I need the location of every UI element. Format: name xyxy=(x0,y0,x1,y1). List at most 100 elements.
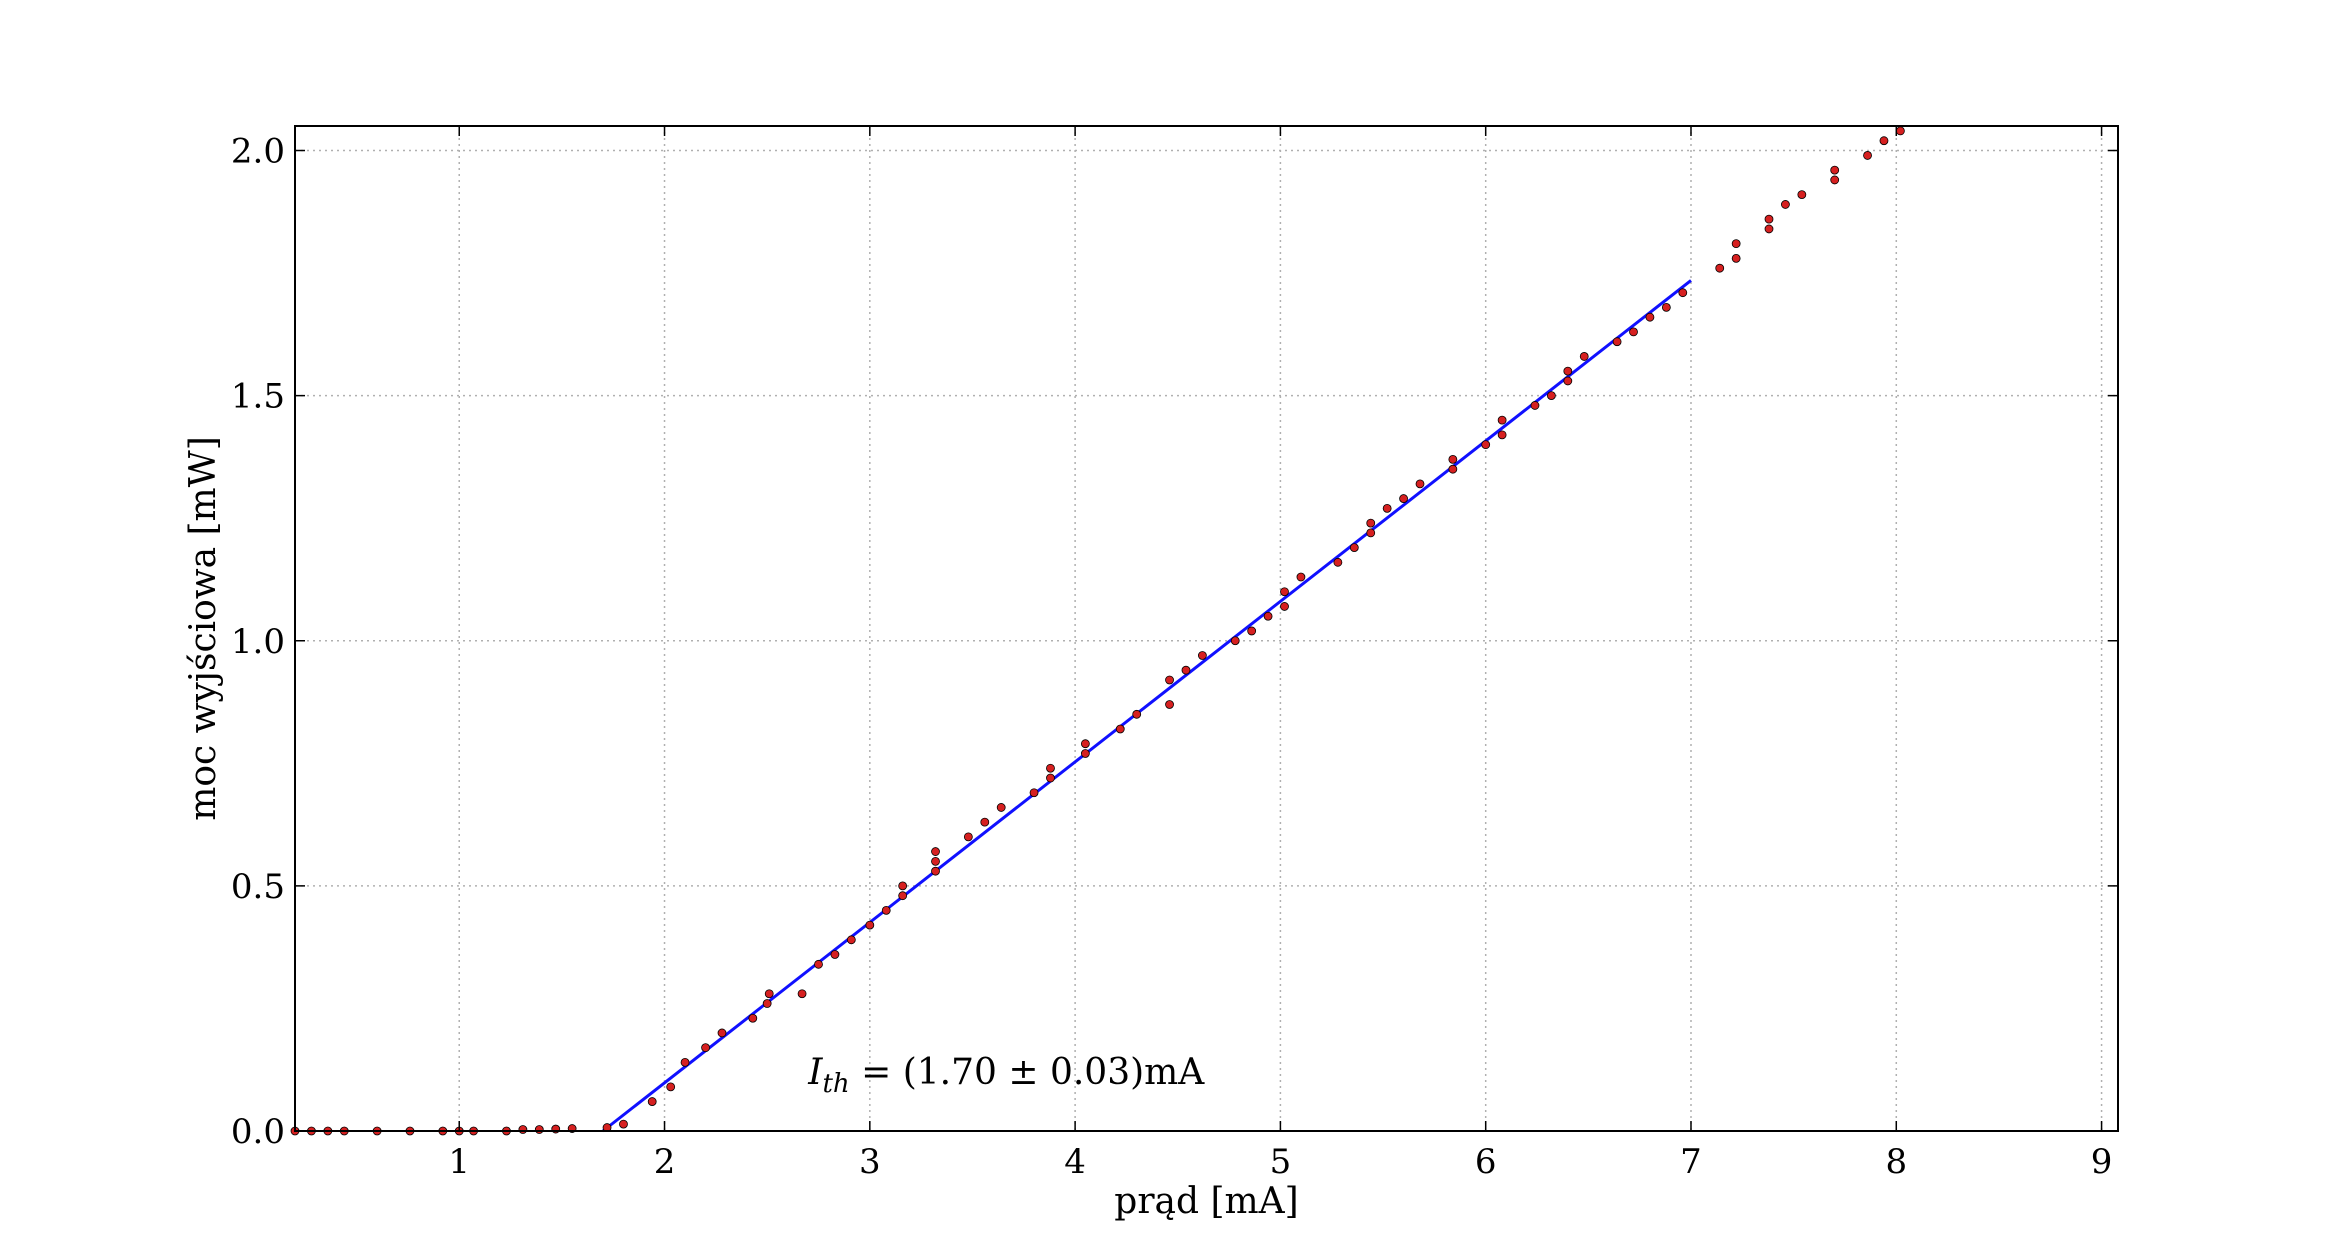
data-point xyxy=(1661,302,1671,312)
data-point xyxy=(1247,626,1257,636)
data-point xyxy=(1029,788,1039,798)
data-point xyxy=(1563,376,1573,386)
grid xyxy=(295,126,2118,1132)
data-point xyxy=(1263,611,1273,621)
data-point xyxy=(1530,401,1540,410)
x-tick-label: 4 xyxy=(1064,1142,1086,1182)
data-point xyxy=(814,959,823,969)
annotation-symbol: I xyxy=(807,1052,823,1093)
y-tick-label: 1.5 xyxy=(231,377,285,417)
data-point xyxy=(931,847,940,856)
data-point xyxy=(1399,494,1408,503)
data-point xyxy=(1830,165,1840,175)
data-point xyxy=(1797,190,1807,200)
data-point xyxy=(1296,572,1306,582)
data-point xyxy=(1333,557,1343,567)
x-tick-label: 3 xyxy=(859,1142,881,1182)
data-point xyxy=(1165,700,1174,709)
data-point xyxy=(1415,479,1425,489)
data-point xyxy=(717,1028,727,1038)
data-point xyxy=(830,950,840,959)
y-axis-label: moc wyjściowa [mW] xyxy=(183,436,224,821)
fit-line xyxy=(602,279,1692,1133)
data-point xyxy=(1046,763,1055,773)
y-tick-label: 2.0 xyxy=(231,132,285,172)
data-point xyxy=(1230,636,1240,646)
data-point xyxy=(1645,312,1655,322)
data-point xyxy=(1879,136,1889,146)
data-point xyxy=(1863,151,1872,160)
data-point xyxy=(1678,288,1688,298)
threshold-annotation: Ith = (1.70 ± 0.03)mA xyxy=(807,1052,1205,1099)
data-point xyxy=(1715,263,1725,273)
data-point xyxy=(963,832,973,842)
data-point xyxy=(1895,126,1905,136)
data-point xyxy=(865,920,875,930)
x-axis-label: prąd [mA] xyxy=(1114,1181,1298,1222)
y-tick-label: 0.5 xyxy=(231,867,285,907)
data-point xyxy=(931,866,940,876)
x-tick-label: 2 xyxy=(654,1142,676,1182)
data-point xyxy=(1579,352,1589,361)
x-tick-label: 7 xyxy=(1680,1142,1702,1182)
data-point xyxy=(1830,175,1840,185)
data-point xyxy=(1382,503,1392,513)
data-point xyxy=(1080,739,1090,749)
data-point xyxy=(881,905,891,915)
data-point xyxy=(1349,543,1359,553)
data-point xyxy=(1448,464,1458,474)
data-point xyxy=(647,1097,657,1106)
data-point xyxy=(846,935,856,945)
data-point xyxy=(1046,773,1055,783)
data-point xyxy=(797,989,807,999)
x-tick-label: 8 xyxy=(1885,1142,1907,1182)
data-point xyxy=(1280,602,1289,611)
data-point xyxy=(1764,214,1774,224)
data-point xyxy=(1448,454,1458,464)
data-point xyxy=(1280,587,1289,597)
x-tick-label: 9 xyxy=(2091,1142,2113,1182)
data-point xyxy=(1197,651,1207,660)
data-points xyxy=(290,126,1905,1136)
x-tick-label: 5 xyxy=(1270,1142,1292,1182)
data-point xyxy=(1366,518,1376,528)
data-point xyxy=(898,881,908,891)
data-point xyxy=(996,803,1006,812)
data-point xyxy=(1546,391,1556,401)
data-point xyxy=(1731,253,1741,263)
data-point xyxy=(980,817,990,827)
x-axis-ticks: 1 2 3 4 5 6 7 8 9 xyxy=(448,126,2112,1182)
y-axis-ticks: 0.0 0.5 1.0 1.5 2.0 xyxy=(231,132,2118,1152)
data-point xyxy=(1181,665,1191,675)
x-tick-label: 1 xyxy=(448,1142,470,1182)
data-point xyxy=(1781,200,1790,209)
data-point xyxy=(898,891,908,901)
data-point xyxy=(1612,337,1622,347)
plot-frame xyxy=(294,125,2119,1132)
data-point xyxy=(762,999,772,1008)
data-point xyxy=(764,989,774,999)
annotation-text: = (1.70 ± 0.03)mA xyxy=(850,1052,1206,1093)
data-point xyxy=(1080,749,1090,758)
data-point xyxy=(534,1125,544,1134)
data-point xyxy=(748,1013,758,1023)
x-tick-label: 6 xyxy=(1475,1142,1497,1182)
y-tick-label: 1.0 xyxy=(231,622,285,662)
data-point xyxy=(1115,724,1125,734)
data-point xyxy=(1481,440,1491,450)
data-point xyxy=(1563,366,1573,376)
data-point xyxy=(1497,430,1507,440)
data-point xyxy=(1497,415,1507,425)
annotation-subscript: th xyxy=(822,1069,849,1099)
fit-line-layer xyxy=(602,279,1692,1133)
data-point xyxy=(931,856,940,866)
data-point xyxy=(680,1057,690,1067)
data-point xyxy=(1366,528,1376,538)
data-point xyxy=(1165,675,1174,685)
data-point xyxy=(619,1119,628,1129)
data-point xyxy=(518,1125,528,1134)
data-point xyxy=(666,1082,676,1092)
data-point xyxy=(1629,327,1638,337)
data-point xyxy=(1132,709,1142,719)
